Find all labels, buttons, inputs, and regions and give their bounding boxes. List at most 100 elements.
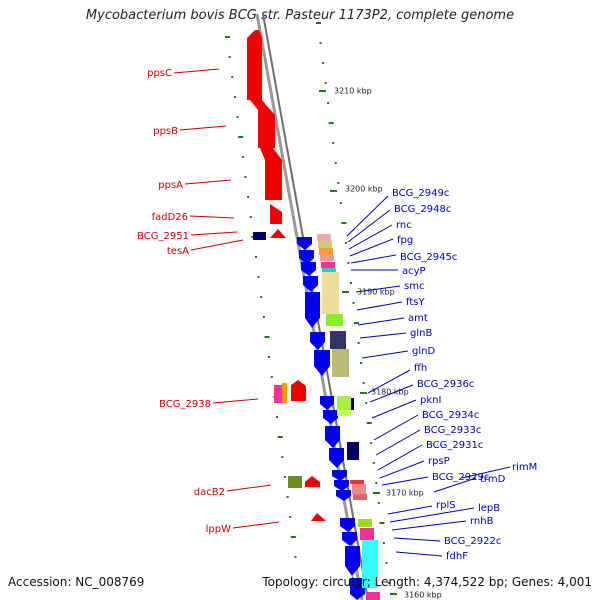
gene-label-BCG_2938: BCG_2938 (159, 399, 211, 410)
leader-glnB (359, 332, 407, 339)
right-track-tick (316, 22, 321, 24)
gene-arrow-8 (320, 396, 334, 410)
colored-gene-blocks (317, 234, 380, 600)
leader-fpg (349, 238, 394, 257)
right-track-tick (350, 282, 352, 284)
kbp-label-3180: 3180 kbp (371, 388, 409, 397)
leader-ppsA (184, 179, 232, 185)
leader-lepB (389, 507, 475, 523)
gene-block-tan (332, 349, 349, 377)
gene-block-navy-2 (347, 442, 359, 460)
gene-block-BCG_2938-a (274, 385, 282, 403)
gene-arrow-14 (336, 490, 351, 501)
leader-ffh (367, 369, 411, 394)
right-strand-genes (297, 237, 365, 600)
gene-block-rose (352, 484, 366, 494)
gene-arrow-10 (325, 426, 340, 448)
left-track-tick (260, 296, 263, 298)
gene-arrow-9 (323, 410, 338, 424)
left-track-tick (283, 476, 286, 478)
gene-label-ppsB: ppsB (153, 126, 178, 137)
gene-label-fdhF: fdhF (446, 551, 468, 562)
gene-arrow-lppW (311, 513, 326, 521)
left-track-tick (277, 436, 283, 438)
gene-block-pink-top (317, 234, 331, 241)
gene-block-red-stripe-1 (350, 480, 364, 484)
right-track-tick (372, 462, 375, 464)
left-track-tick (276, 416, 278, 418)
gene-label-ppsA: ppsA (158, 180, 183, 191)
gene-block-orange (319, 248, 333, 255)
gene-label-rnhB: rnhB (470, 516, 494, 527)
gene-arrow-dacB2 (305, 476, 320, 487)
left-track-tick (233, 96, 236, 98)
right-track-tick (327, 102, 330, 104)
leader-rimM (461, 466, 511, 479)
gene-label-BCG_2948c: BCG_2948c (394, 204, 451, 215)
gene-label-pknI: pknI (420, 395, 441, 406)
right-track-tick (347, 262, 350, 264)
leader-BCG_2951 (190, 231, 238, 236)
gene-label-BCG_2933c: BCG_2933c (424, 425, 481, 436)
gene-label-BCG_2936c: BCG_2936c (417, 379, 474, 390)
gene-label-amt: amt (408, 313, 428, 324)
gene-label-rnc: rnc (396, 220, 412, 231)
right-track-tick (334, 162, 337, 164)
gene-block-cyan-2 (362, 540, 378, 588)
left-track-tick (231, 76, 234, 78)
gene-arrow-13 (334, 480, 349, 491)
left-track-tick (238, 136, 244, 138)
gene-block-red-stripe-2 (353, 494, 367, 500)
leader-BCG_2933c (375, 429, 421, 456)
left-gene-labels: ppsC ppsB ppsA fadD26 BCG_2951 tesA BCG_… (137, 68, 280, 535)
right-track-tick (337, 182, 340, 184)
gene-label-fpg: fpg (397, 235, 413, 246)
gene-arrow-5 (305, 292, 320, 328)
right-track-tick (354, 322, 359, 324)
gene-arrow-fadD26 (270, 204, 282, 224)
gene-label-glnB: glnB (410, 328, 432, 339)
right-track-tick (319, 42, 322, 44)
gene-label-ffh: ffh (414, 363, 427, 374)
leader-BCG_2936c (369, 384, 414, 403)
gene-block-navy-3 (330, 331, 346, 349)
gene-block-BCG_2938-b (282, 383, 287, 403)
kbp-label-3160: 3160 kbp (404, 591, 442, 600)
gene-label-ppsC: ppsC (147, 68, 172, 79)
gene-arrow-3 (301, 262, 316, 276)
gene-arrow-7 (314, 350, 330, 376)
gene-arrow-ppsB (250, 100, 275, 148)
right-track-tick (357, 342, 360, 344)
gene-label-BCG_2931c: BCG_2931c (426, 440, 483, 451)
leader-BCG_2949c (346, 195, 389, 237)
right-track-tick (341, 222, 347, 224)
gene-label-lepB: lepB (478, 503, 500, 514)
kbp-label-3200: 3200 kbp (345, 185, 383, 194)
gene-block-magenta (321, 262, 335, 268)
left-track-tick (228, 56, 231, 58)
leader-dacB2 (226, 484, 272, 492)
left-track-tick (270, 376, 273, 378)
gene-arrow-15 (340, 518, 355, 532)
gene-block-pink-2 (360, 528, 374, 540)
gene-label-fadD26: fadD26 (152, 212, 188, 223)
right-track-tick (324, 82, 327, 84)
left-track-tick (289, 516, 292, 518)
gene-label-BCG_2945c: BCG_2945c (400, 252, 457, 263)
leader-BCG_2922c (393, 537, 441, 542)
gene-block-dacB2 (288, 476, 302, 488)
accession-text: Accession: NC_008769 (8, 575, 145, 589)
kbp-ticks: 3210 kbp 3200 kbp 3190 kbp 3180 kbp 3170… (319, 87, 442, 600)
gene-arrow-16 (342, 532, 357, 546)
gene-label-smc: smc (404, 281, 424, 292)
kbp-label-3190: 3190 kbp (357, 288, 395, 297)
right-track-tick (375, 482, 378, 484)
gene-label-rpsP: rpsP (428, 456, 450, 467)
right-track-ticks (316, 22, 390, 584)
gene-arrow-2 (299, 250, 314, 265)
gene-label-BCG_2922c: BCG_2922c (444, 536, 501, 547)
right-track-tick (366, 422, 372, 424)
left-track-tick (225, 36, 230, 38)
left-track-tick (286, 496, 289, 498)
